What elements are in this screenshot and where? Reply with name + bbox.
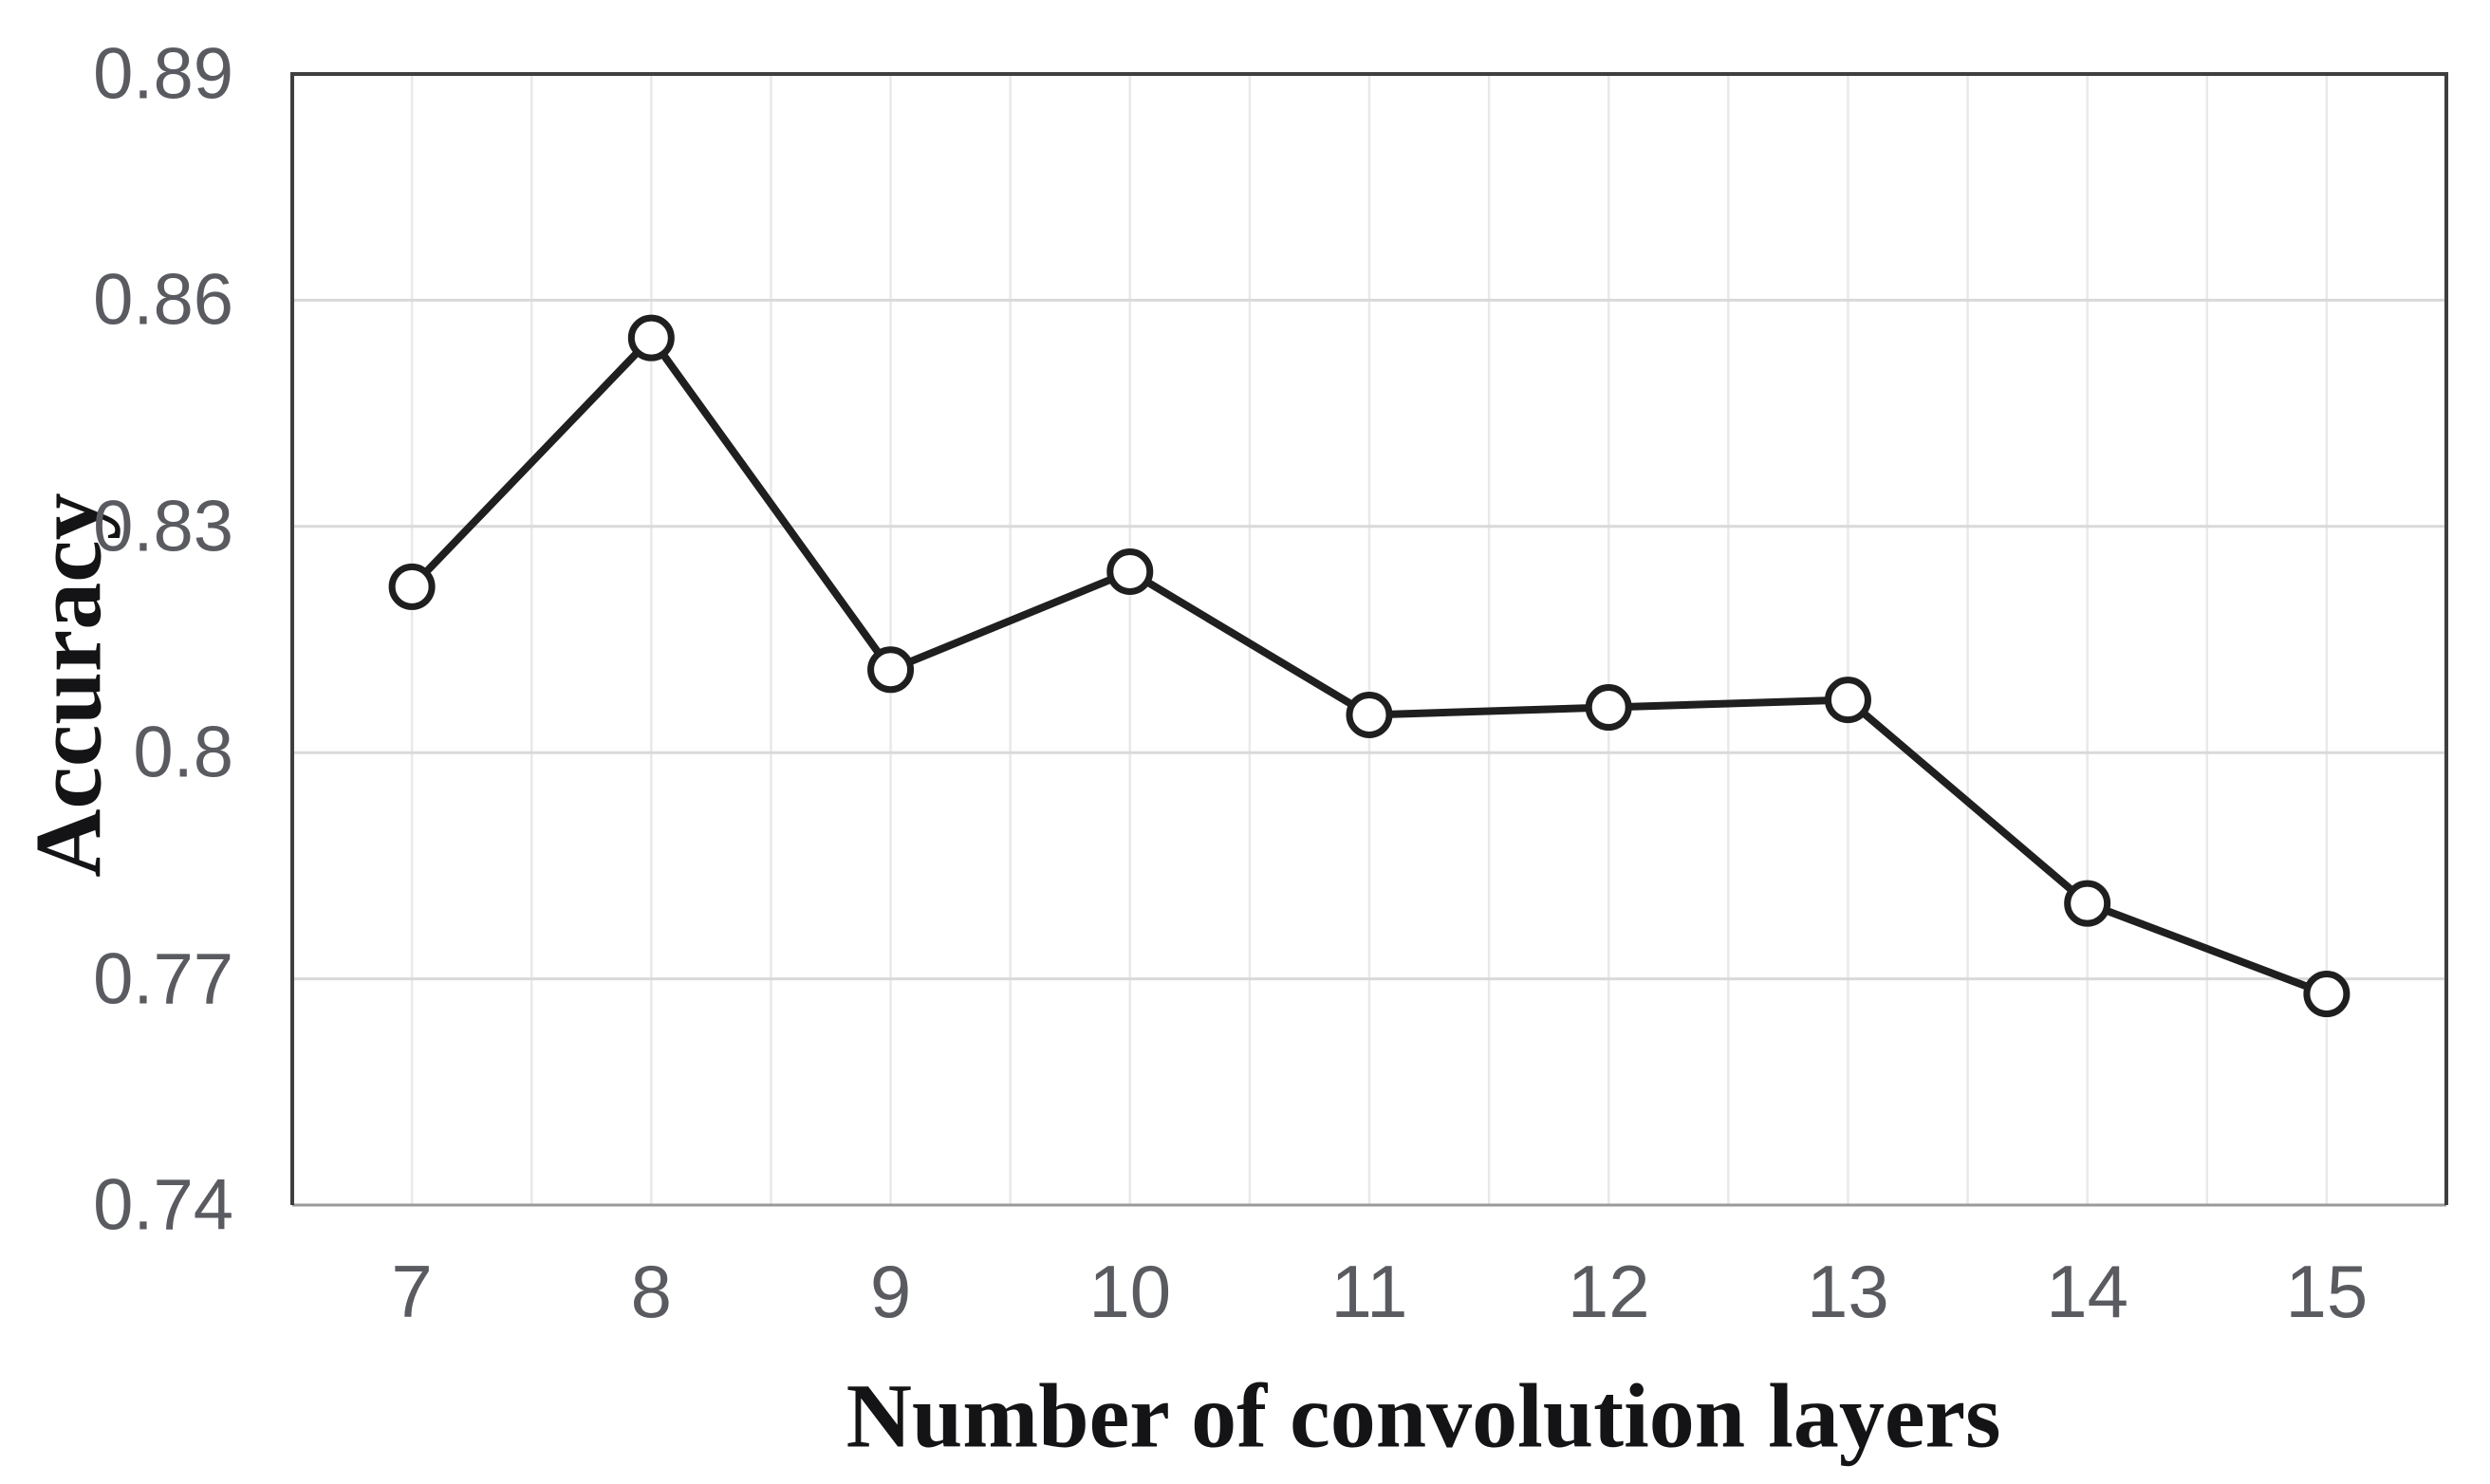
data-point-10 (1106, 547, 1154, 595)
x-tick-label-8: 8 (630, 1250, 673, 1333)
x-axis-title: Number of convolution layers (845, 1364, 2001, 1467)
data-point-13 (1824, 677, 1871, 724)
x-tick-label-11: 11 (1330, 1250, 1408, 1333)
y-tick-label-0.83: 0.83 (93, 486, 233, 567)
data-point-9 (867, 646, 915, 694)
x-tick-label-13: 13 (1807, 1250, 1889, 1333)
x-tick-label-14: 14 (2046, 1250, 2129, 1333)
x-tick-label-12: 12 (1567, 1250, 1650, 1333)
y-tick-label-0.8: 0.8 (133, 712, 233, 793)
data-point-8 (627, 314, 675, 362)
x-tick-label-10: 10 (1088, 1250, 1172, 1333)
x-tick-label-7: 7 (391, 1250, 433, 1333)
data-point-15 (2303, 970, 2351, 1017)
data-point-11 (1346, 691, 1393, 738)
plot-frame (290, 72, 2448, 1205)
x-tick-label-9: 9 (869, 1250, 912, 1333)
y-tick-label-0.89: 0.89 (93, 33, 233, 115)
data-point-14 (2064, 880, 2111, 927)
data-point-7 (388, 563, 436, 610)
data-point-12 (1585, 684, 1632, 732)
y-tick-label-0.86: 0.86 (93, 259, 233, 341)
y-tick-label-0.77: 0.77 (93, 938, 233, 1020)
x-tick-label-15: 15 (2285, 1250, 2369, 1333)
y-tick-label-0.74: 0.74 (93, 1164, 233, 1246)
